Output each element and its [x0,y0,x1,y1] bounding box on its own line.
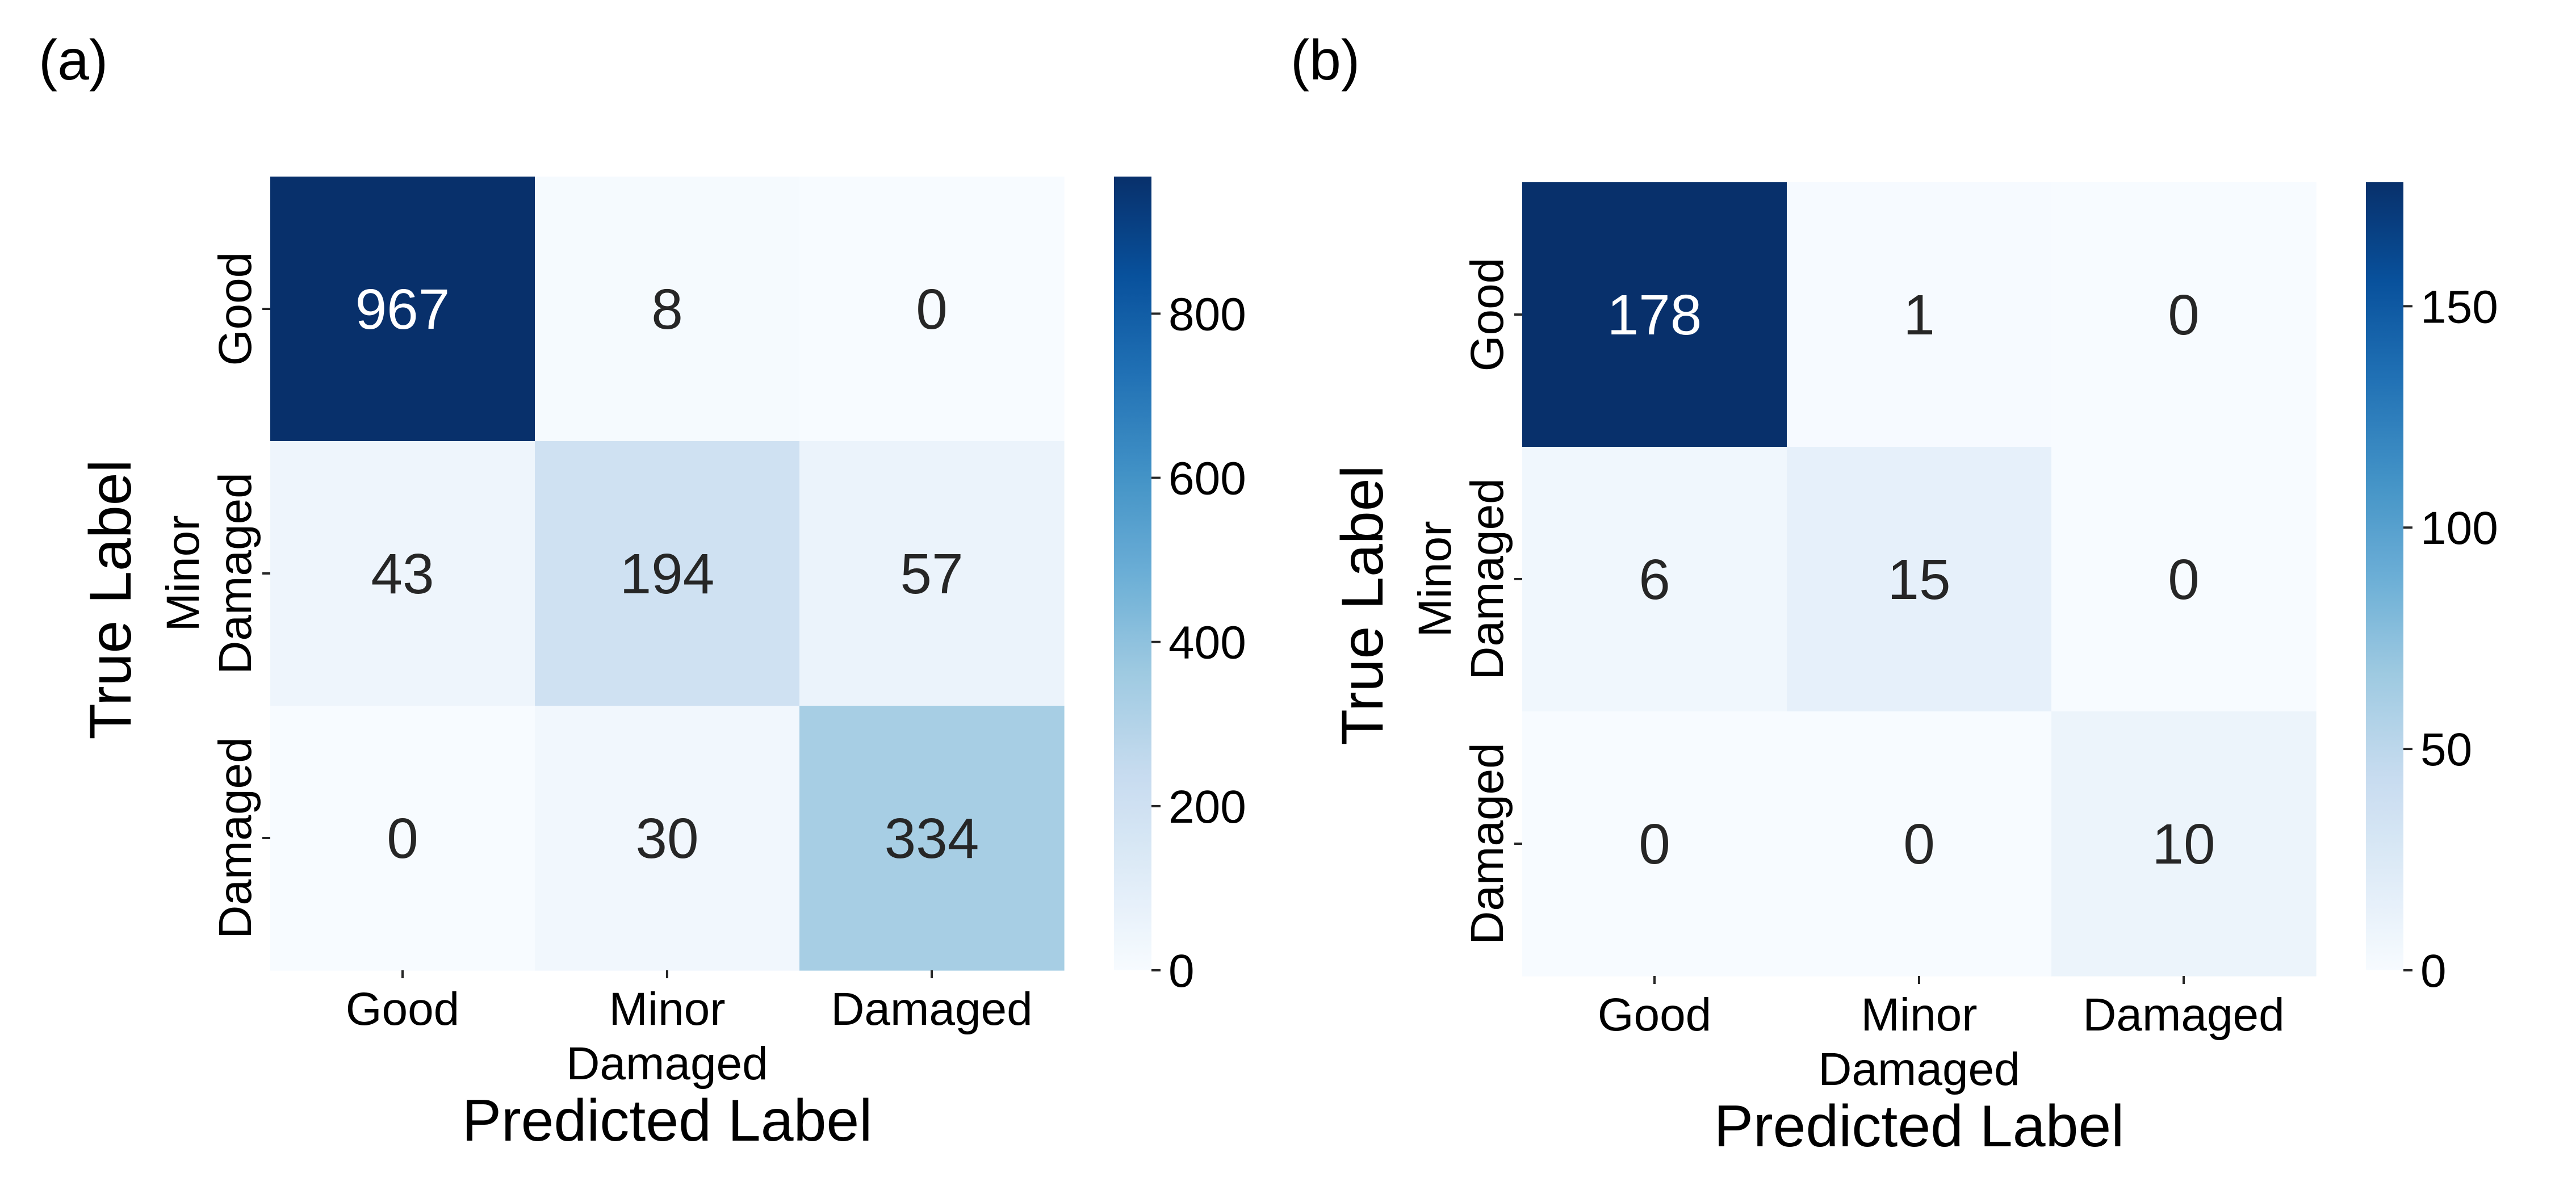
y-axis-title: True Label [78,459,144,739]
y-tick-label: Good [210,252,261,366]
heatmap-cell [799,177,1065,442]
y-tick-label: Minor Damaged [157,472,261,674]
colorbar-gradient [1114,177,1151,970]
panel-label: (a) [39,28,108,92]
cell-value-label: 0 [2168,548,2200,611]
colorbar-tick-label: 0 [2420,945,2447,997]
x-tick-label-line: Damaged [2083,989,2285,1041]
colorbar-tick-label: 800 [1168,288,1246,340]
colorbar-tick-label: 150 [2420,281,2498,333]
heatmap-cell [1787,182,2052,447]
heatmap-cell [2051,447,2317,712]
cell-value-label: 0 [387,807,418,870]
cell-value-label: 30 [635,807,698,870]
x-axis-title: Predicted Label [1714,1094,2125,1159]
x-tick-label: Good [346,983,460,1035]
x-tick-label-line: Good [1598,989,1712,1041]
x-tick-label-line: Damaged [566,1038,768,1090]
heatmap-cell [1787,711,2052,977]
heatmap-cell [535,177,800,442]
x-tick-label-line: Good [346,983,460,1035]
x-tick-label-line: Minor [1861,989,1977,1041]
y-tick-label-line: Damaged [1461,743,1513,945]
heatmap-cell [1522,711,1787,977]
heatmap-cell [270,177,535,442]
heatmap-cell [1522,447,1787,712]
y-tick-label-line: Good [210,252,261,366]
y-tick-label-line: Good [1461,258,1513,372]
cell-value-label: 178 [1607,283,1702,347]
heatmap-cell [535,706,800,971]
cell-value-label: 8 [651,278,683,341]
cell-value-label: 10 [2152,812,2215,876]
colorbar: 0 50 100 150 [2366,182,2498,997]
colorbar-tick-label: 50 [2420,724,2472,776]
cell-value-label: 57 [900,542,963,606]
y-tick-label: Damaged [1461,743,1513,945]
cell-value-label: 15 [1887,548,1950,611]
heatmap-cell [2051,182,2317,447]
cell-value-label: 0 [1903,812,1935,876]
panel-label: (b) [1291,28,1360,92]
x-tick-label: Damaged [2083,989,2285,1041]
y-tick-label-line: Damaged [210,472,261,674]
colorbar-tick-label: 0 [1168,945,1195,997]
x-axis-title: Predicted Label [462,1088,873,1154]
heatmap-cell [535,441,800,706]
colorbar-tick-label: 600 [1168,453,1246,505]
y-axis-title: True Label [1330,465,1396,745]
y-tick-label: Damaged [210,737,261,939]
x-tick-label: Damaged [831,983,1033,1035]
x-tick-label-line: Damaged [831,983,1033,1035]
cell-value-label: 0 [1639,812,1670,876]
y-tick-label: Minor Damaged [1409,478,1513,680]
cell-value-label: 43 [371,542,434,606]
heatmap-cell [2051,711,2317,977]
y-tick-label: Good [1461,258,1513,372]
colorbar-tick-label: 200 [1168,781,1246,833]
cell-value-label: 0 [916,278,948,341]
y-tick-label-line: Minor [1409,521,1461,637]
y-tick-label-line: Damaged [1461,478,1513,680]
heatmap-cell [270,706,535,971]
cell-value-label: 6 [1639,548,1670,611]
colorbar-tick-label: 100 [2420,502,2498,554]
heatmap-cell [799,441,1065,706]
cell-value-label: 194 [620,542,715,606]
heatmap-cell [270,441,535,706]
y-tick-label-line: Damaged [210,737,261,939]
colorbar-tick-label: 400 [1168,617,1246,669]
heatmap-cell [1522,182,1787,447]
x-tick-label-line: Damaged [1818,1044,2020,1095]
x-tick-label-line: Minor [609,983,725,1035]
heatmap-cells: 178 1 06 15 00 0 10 [1522,182,2317,977]
cell-value-label: 1 [1903,283,1935,347]
y-tick-label-line: Minor [157,515,209,631]
heatmap-cell [799,706,1065,971]
heatmap-cell [1787,447,2052,712]
heatmap-cells: 967 8 0 43 194 57 0 30 334 [270,177,1065,971]
cell-value-label: 967 [355,278,450,341]
cell-value-label: 334 [885,807,979,870]
colorbar-gradient [2366,182,2403,970]
x-tick-label: Good [1598,989,1712,1041]
cell-value-label: 0 [2168,283,2200,347]
colorbar: 0 200 400 600 800 [1114,177,1246,997]
